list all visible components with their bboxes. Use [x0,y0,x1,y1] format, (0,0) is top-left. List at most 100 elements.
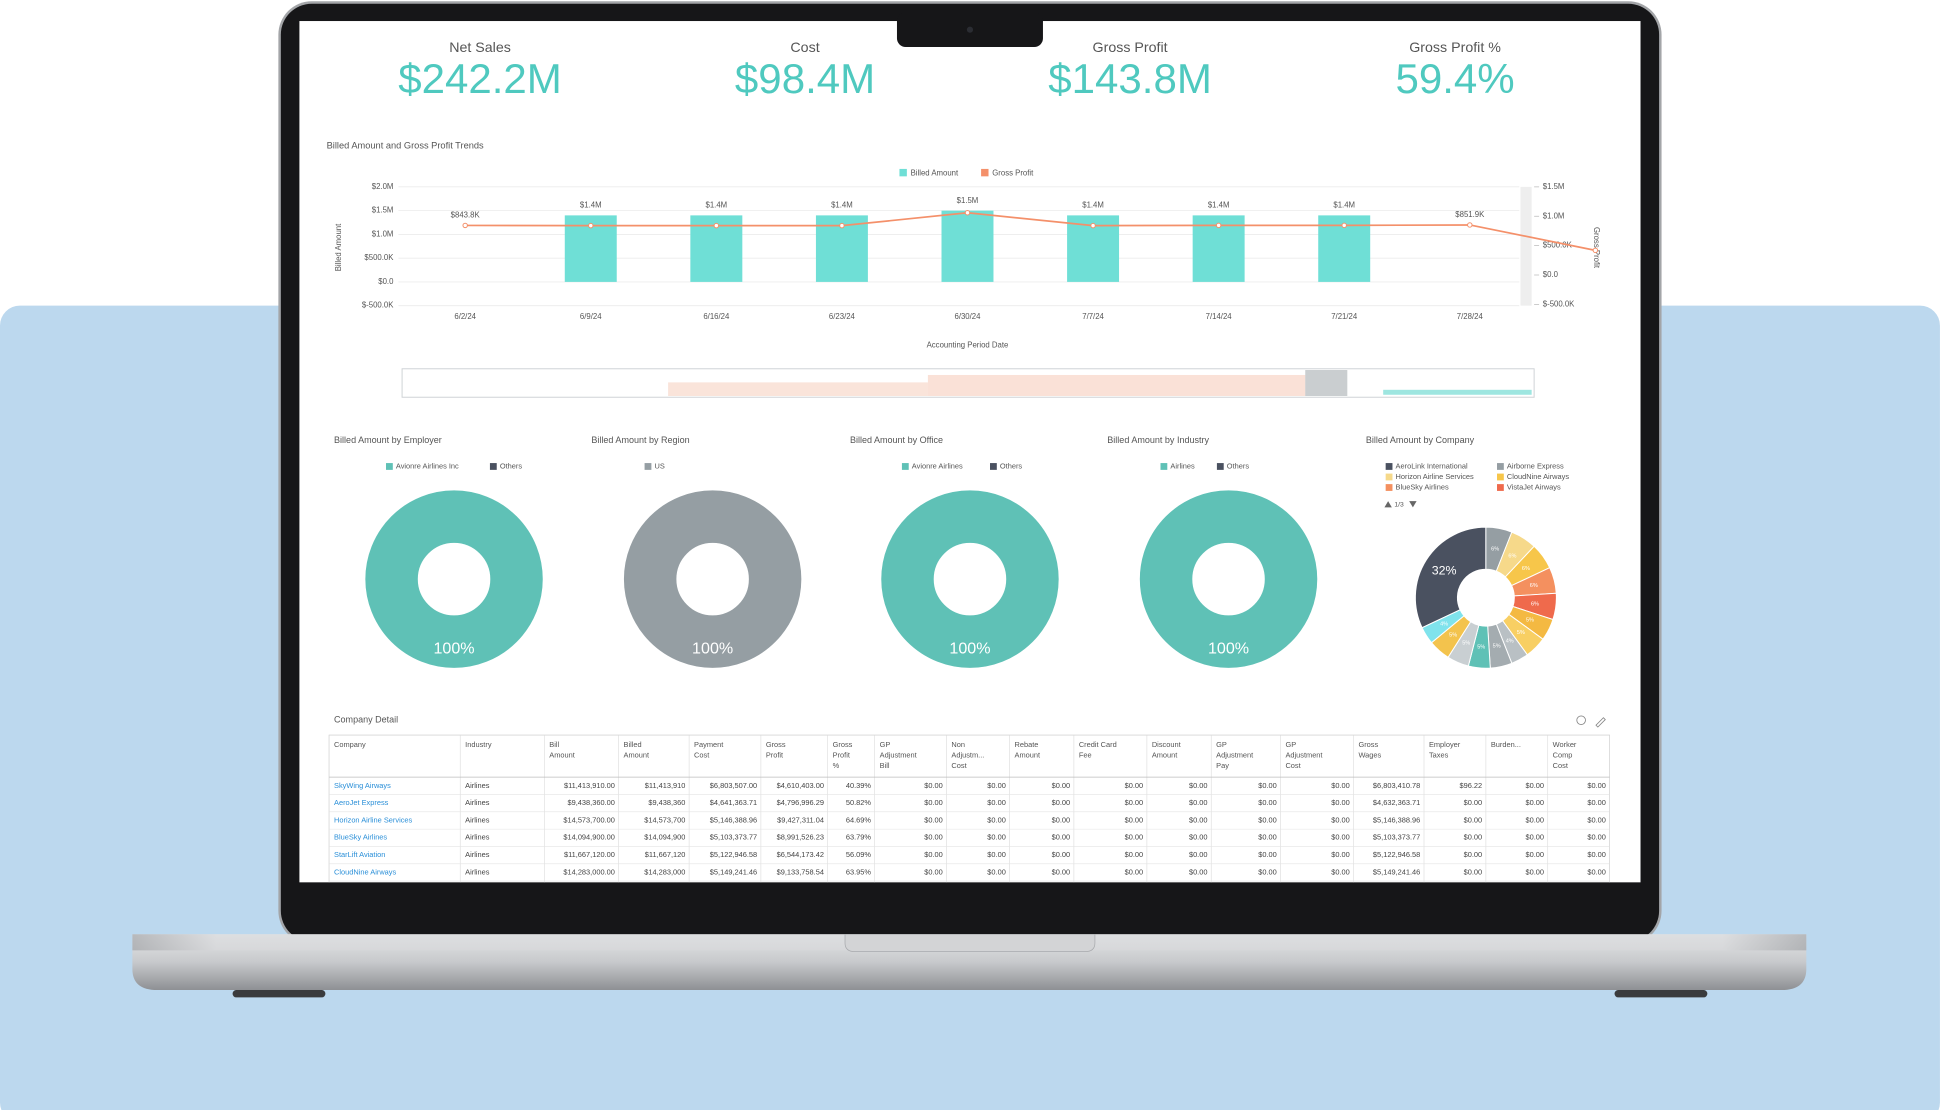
company-link[interactable]: CloudNine Airways [334,867,396,876]
table-cell: $0.00 [1525,833,1544,842]
legend-swatch [901,463,909,470]
table-cell: $0.00 [1525,867,1544,876]
legend-label: Avionre Airlines [912,462,963,471]
table-cell: $0.00 [1331,867,1350,876]
table-cell: $0.00 [1189,815,1208,824]
header-line: Taxes [1429,750,1449,759]
bar [941,210,994,282]
table-cell: $0.00 [1587,798,1606,807]
line-point [839,222,845,229]
company-link[interactable]: AeroJet Express [334,798,389,807]
table-cell: Airlines [465,850,490,859]
column-header: Rebate Amount [1015,740,1041,760]
column-header: Payment Cost [694,740,723,760]
column-header: Gross Profit% [833,740,853,770]
table-cell: $0.00 [924,850,943,859]
table-cell: $0.00 [1587,850,1606,859]
company-link[interactable]: StarLift Aviation [334,850,385,859]
slice-label: 6% [1522,566,1530,572]
table-cell: 64.69% [846,815,872,824]
column-header: Non Adjustm... Cost [951,740,984,770]
legend-page: 1/3 [1394,502,1404,509]
legend-swatch [644,463,652,470]
slice-label: 5% [1449,632,1457,638]
table-cell: 63.95% [846,867,872,876]
data-label: $1.4M [1208,201,1230,210]
table-cell: $14,573,700 [644,815,685,824]
table-cell: $0.00 [1331,815,1350,824]
donut-slice [364,489,544,669]
table-cell: $0.00 [987,815,1006,824]
table-cell: $14,573,700.00 [563,815,614,824]
table-cell: $6,803,410.78 [1373,781,1420,790]
table-cell: $0.00 [1125,781,1144,790]
donut-slice [1414,526,1487,629]
table-cell: $0.00 [1125,850,1144,859]
y2-tick-label: $1.0M [1543,211,1565,220]
legend-next[interactable] [1409,501,1417,508]
legend-label: Avionre Airlines Inc [396,462,459,471]
legend-swatch [1216,463,1224,470]
column-header: Employer Taxes [1429,740,1461,760]
y-tick-label: $1.5M [372,206,394,215]
chart-title: Billed Amount by Industry [1107,435,1209,445]
column-header: Industry [465,740,492,749]
info-icon[interactable] [1576,715,1586,725]
legend-label: Others [1000,462,1023,471]
line-point [588,222,594,229]
edit-icon[interactable] [1595,717,1606,728]
slice-label: 6% [1531,601,1539,607]
header-line: Worker [1553,740,1577,749]
y-tick-label: $0.0 [378,277,394,286]
table-cell: $0.00 [924,815,943,824]
header-line: Wages [1358,750,1381,759]
table-cell: 40.39% [846,781,872,790]
table-cell: $0.00 [924,781,943,790]
table-cell: $4,610,403.00 [777,781,824,790]
table-cell: Airlines [465,781,490,790]
table-cell: $0.00 [1464,833,1483,842]
table-cell: $5,103,373.77 [1373,833,1420,842]
company-link[interactable]: Horizon Airline Services [334,815,412,824]
company-link[interactable]: BlueSky Airlines [334,833,387,842]
table-cell: $0.00 [1125,833,1144,842]
slice-label: 100% [949,639,990,657]
legend-prev[interactable] [1384,501,1392,508]
header-line: Fee [1079,750,1092,759]
y2-tick-label: $500.0K [1543,241,1573,250]
column-header: Burden... [1491,740,1521,749]
table-cell: $0.00 [1125,798,1144,807]
data-label: $851.9K [1455,210,1485,219]
table-cell: $0.00 [1125,815,1144,824]
x-tick-label: 6/23/24 [829,312,856,321]
company-link[interactable]: SkyWing Airways [334,781,391,790]
table-cell: $5,122,946.58 [710,850,757,859]
x-tick-label: 6/2/24 [454,312,476,321]
table-cell: $0.00 [1525,815,1544,824]
table-cell: $9,427,311.04 [777,815,824,824]
legend-swatch [1385,484,1393,491]
laptop-foot [1614,989,1708,998]
table-cell: $11,667,120 [645,850,686,859]
legend-swatch [1497,473,1504,481]
table-cell: $0.00 [987,850,1006,859]
header-line: Gross [1358,740,1378,749]
table-cell: $8,991,526.23 [777,833,824,842]
data-label: $1.4M [580,201,602,210]
header-line: Adjustment [1216,750,1253,759]
table-cell: Airlines [465,815,490,824]
navigator-band [927,374,1306,396]
line-point [1467,222,1473,228]
header-line: Amount [624,750,650,759]
column-header: GP Adjustment Cost [1285,740,1322,770]
column-header: Worker Comp Cost [1553,740,1577,770]
header-line: % [833,761,840,770]
y2-tick-label: $1.5M [1543,182,1565,191]
slice-label: 100% [692,639,733,657]
table-cell: $0.00 [1052,867,1071,876]
x-tick-label: 6/16/24 [703,312,730,321]
table-cell: $14,094,900 [644,833,685,842]
table-cell: $0.00 [1331,781,1350,790]
